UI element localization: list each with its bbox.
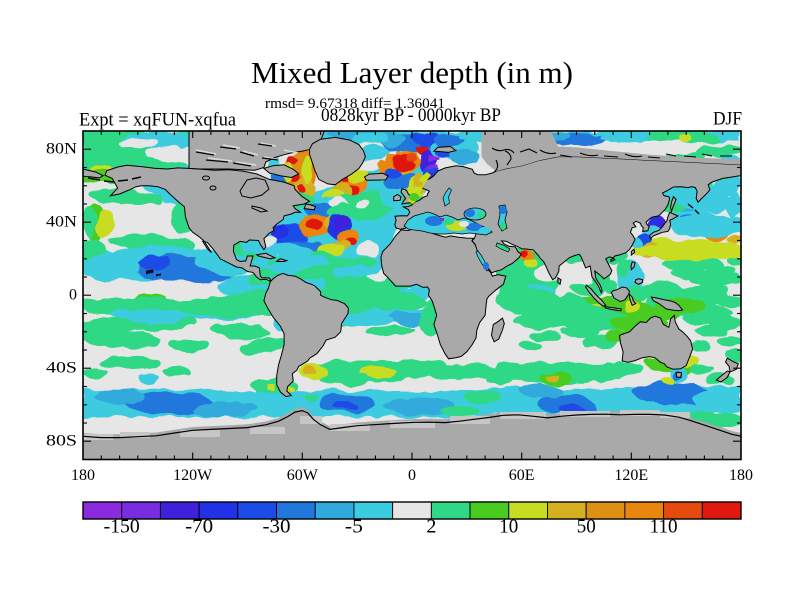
svg-text:50: 50: [577, 517, 596, 538]
svg-text:110: 110: [650, 517, 678, 538]
svg-text:10: 10: [499, 517, 518, 538]
svg-text:120W: 120W: [173, 467, 213, 484]
svg-text:Expt = xqFUN-xqfua: Expt = xqFUN-xqfua: [79, 110, 237, 131]
svg-text:rmsd= 9.67318 diff= 1.36041: rmsd= 9.67318 diff= 1.36041: [265, 96, 445, 112]
svg-text:0828kyr BP - 0000kyr BP: 0828kyr BP - 0000kyr BP: [321, 105, 501, 126]
svg-text:120E: 120E: [614, 467, 648, 484]
svg-text:-150: -150: [104, 517, 140, 538]
svg-text:0: 0: [69, 287, 77, 304]
svg-text:2: 2: [426, 517, 436, 538]
svg-text:60W: 60W: [287, 467, 319, 484]
svg-text:80S: 80S: [46, 433, 77, 450]
svg-text:-5: -5: [345, 517, 363, 538]
svg-text:60E: 60E: [509, 467, 535, 484]
svg-text:-30: -30: [263, 517, 291, 538]
svg-text:80N: 80N: [46, 141, 77, 158]
svg-text:180: 180: [71, 467, 95, 484]
svg-text:40S: 40S: [46, 360, 77, 377]
svg-text:DJF: DJF: [713, 109, 742, 130]
svg-text:-70: -70: [185, 517, 213, 538]
svg-text:Mixed Layer depth (in m): Mixed Layer depth (in m): [251, 55, 573, 90]
svg-text:0: 0: [408, 467, 416, 484]
svg-text:40N: 40N: [46, 214, 77, 231]
svg-text:180: 180: [729, 467, 753, 484]
